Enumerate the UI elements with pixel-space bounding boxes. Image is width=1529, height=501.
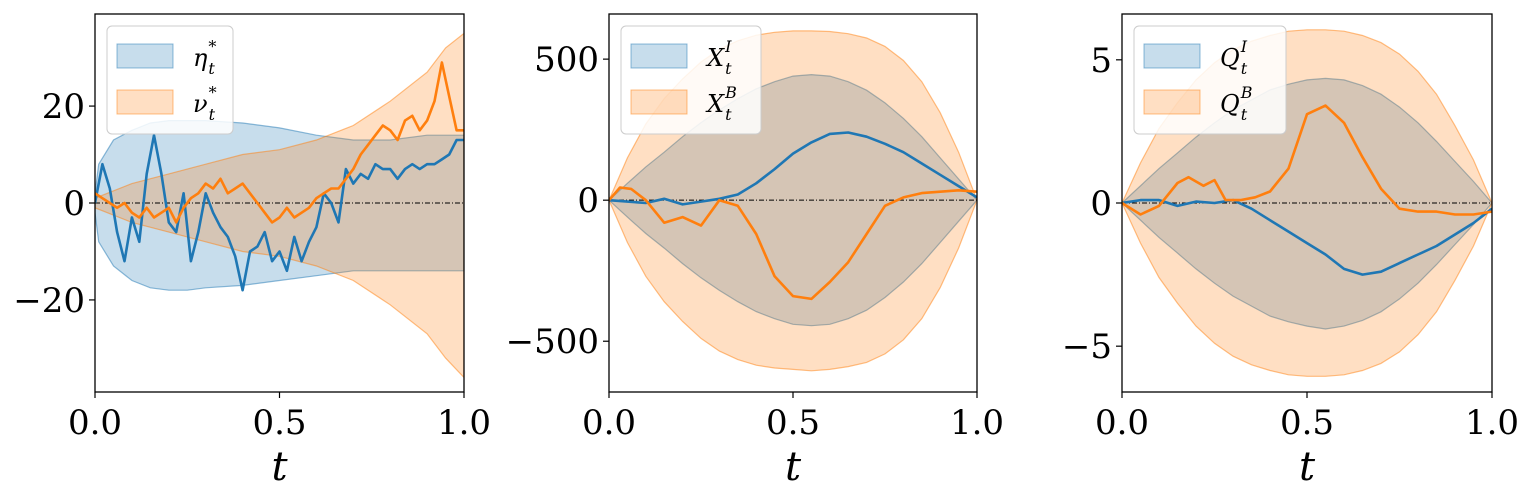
legend-label: X: [705, 44, 725, 72]
legend-subscript: t: [208, 59, 215, 78]
legend-subscript: t: [725, 59, 732, 78]
legend-swatch: [1143, 43, 1201, 69]
y-tick-label: −5: [1062, 327, 1112, 367]
x-tick-label: 0.5: [252, 403, 306, 443]
series-line-2: [95, 61, 464, 224]
series-line-1: [1122, 198, 1492, 276]
x-tick-label: 0.5: [766, 403, 820, 443]
legend-superscript: B: [724, 83, 737, 102]
legend-label: ν: [193, 90, 208, 118]
series-line-1: [609, 131, 977, 206]
y-tick-label: 20: [42, 87, 85, 127]
y-tick-label: −500: [506, 322, 599, 362]
legend-box: [106, 25, 234, 135]
legend-subscript: t: [725, 105, 732, 124]
series-line-2: [609, 186, 977, 301]
legend-label: Q: [1220, 90, 1240, 118]
panel-3: 0.0 0.5 1.050−5tQ ItQ Bt: [1062, 13, 1519, 490]
legend-box: [620, 25, 762, 135]
legend-superscript: I: [1240, 37, 1248, 56]
x-tick-label: 0.0: [68, 403, 122, 443]
x-tick-label: 1.0: [1465, 403, 1519, 443]
legend-label: X: [705, 90, 725, 118]
legend-label: η: [193, 44, 208, 72]
legend-swatch: [1143, 89, 1201, 115]
x-axis-label: t: [271, 444, 288, 490]
band-2: [95, 32, 464, 379]
x-tick-label: 0.0: [1095, 403, 1149, 443]
legend-superscript: I: [724, 37, 732, 56]
legend-swatch: [630, 89, 688, 115]
x-tick-label: 1.0: [950, 403, 1004, 443]
series-line-2: [1122, 104, 1492, 216]
y-tick-label: 500: [534, 40, 599, 80]
y-tick-label: 5: [1090, 41, 1112, 81]
x-axis-label: t: [785, 444, 802, 490]
legend-superscript: *: [208, 37, 216, 56]
legend-swatch: [116, 89, 174, 115]
legend-subscript: t: [209, 105, 216, 124]
x-tick-label: 0.0: [582, 403, 636, 443]
x-axis-label: t: [1299, 444, 1316, 490]
y-tick-label: 0: [63, 184, 85, 224]
y-tick-label: 0: [1090, 184, 1112, 224]
legend-label: Q: [1220, 44, 1240, 72]
y-tick-label: −20: [13, 281, 85, 321]
legend-swatch: [116, 43, 174, 69]
legend-subscript: t: [1241, 59, 1248, 78]
legend-superscript: B: [1240, 83, 1253, 102]
x-tick-label: 1.0: [437, 403, 491, 443]
series-line-1: [95, 133, 464, 292]
legend-swatch: [630, 43, 688, 69]
legend-subscript: t: [1241, 105, 1248, 124]
plot-area: [95, 32, 464, 379]
legend-box: [1133, 25, 1287, 135]
y-tick-label: 0: [577, 181, 599, 221]
x-tick-label: 0.5: [1280, 403, 1334, 443]
legend-superscript: *: [209, 83, 217, 102]
